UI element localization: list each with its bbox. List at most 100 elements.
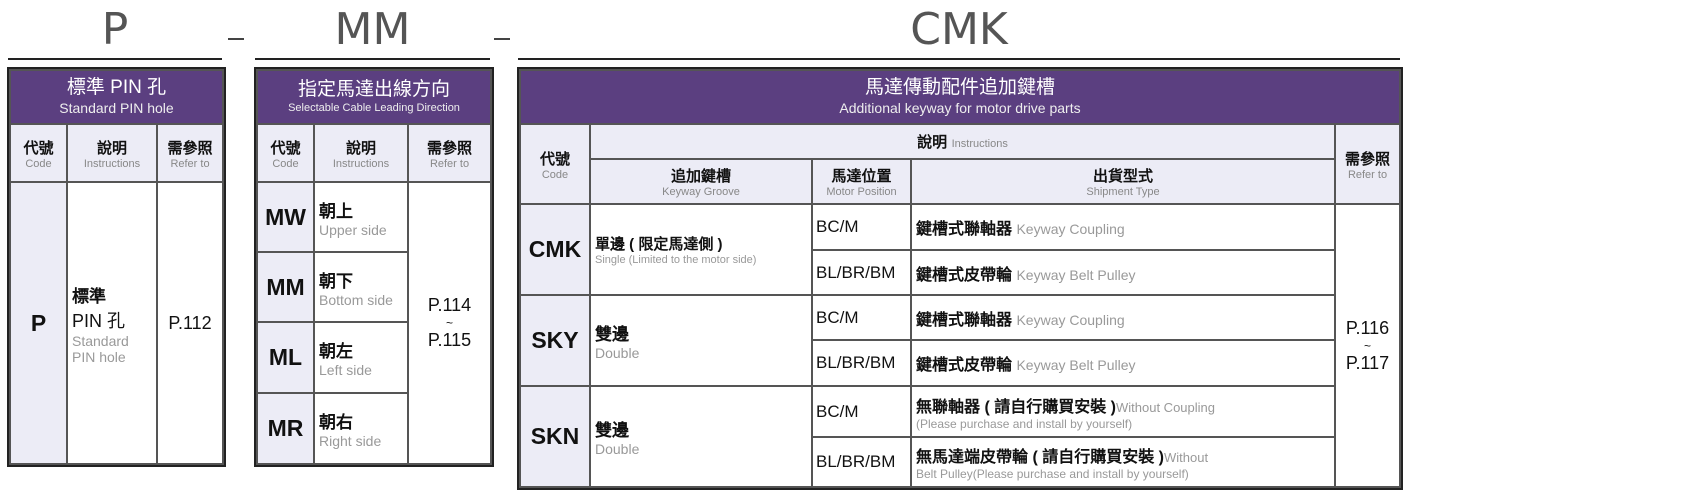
desc-en: Right side (319, 433, 382, 449)
col-zh: 代號 (539, 150, 570, 168)
col-en: Refer to (429, 157, 470, 170)
code-cell: MW (256, 181, 315, 253)
col-refer: 需參照 Refer to (1333, 123, 1402, 205)
title-rule (8, 58, 222, 60)
desc-cell: 雙邊 Double (589, 385, 813, 488)
col-motor-position: 馬達位置 Motor Position (811, 158, 912, 205)
table-row: MW 朝上 Upper side P.114 ~ P.115 (256, 181, 493, 465)
ref-to: P.115 (427, 330, 472, 350)
ship-en-note: Belt Pulley(Please purchase and install … (916, 467, 1189, 481)
ship-zh: 鍵槽式聯軸器 (916, 311, 1013, 329)
shipment-cell: 鍵槽式聯軸器 Keyway Coupling (910, 294, 1336, 341)
col-shipment-type: 出貨型式 Shipment Type (910, 158, 1336, 205)
col-code: 代號 Code (519, 123, 591, 205)
col-en: Motor Position (826, 186, 897, 198)
code-cell: MR (256, 392, 315, 465)
col-instructions: 說明 Instructions (313, 123, 409, 183)
ship-en: Keyway Coupling (1016, 221, 1125, 237)
desc-en: Left side (319, 362, 372, 378)
desc-zh: 雙邊 (595, 421, 629, 440)
table-row: BL/BR/BM 鍵槽式皮帶輪 Keyway Belt Pulley (520, 249, 1400, 296)
section-title-mm: MM (334, 4, 411, 55)
col-code: 代號 Code (9, 123, 68, 183)
table-row: BL/BR/BM 無馬達端皮帶輪 ( 請自行購買安裝 )Without Belt … (520, 436, 1400, 488)
ref-sep: ~ (446, 316, 454, 330)
desc-cell: 朝下 Bottom side (313, 251, 409, 323)
table-header: 指定馬達出線方向 Selectable Cable Leading Direct… (255, 69, 493, 125)
table-cmk: 馬達傳動配件追加鍵槽 Additional keyway for motor d… (516, 67, 1404, 490)
ref-sep: ~ (1364, 338, 1372, 353)
table-row: MR 朝右 Right side (256, 392, 491, 465)
ship-zh: 無聯軸器 ( 請自行購買安裝 ) (916, 398, 1116, 416)
header-en: Standard PIN hole (59, 100, 174, 116)
motor-position-cell: BL/BR/BM (811, 339, 912, 387)
ref-from: P.116 (1345, 317, 1390, 338)
refer-cell: P.114 ~ P.115 (406, 181, 493, 465)
header-zh: 標準 PIN 孔 (66, 77, 167, 99)
separator-dash (228, 38, 244, 40)
table-row: ML 朝左 Left side (256, 321, 491, 394)
desc-en: PIN hole (72, 348, 126, 365)
code-cell: MM (256, 251, 315, 323)
header-en: Additional keyway for motor drive parts (839, 100, 1081, 116)
col-zh: 需參照 (1345, 150, 1391, 168)
separator-dash (494, 38, 510, 40)
ship-en: Keyway Belt Pulley (1016, 357, 1136, 373)
code-cell: ML (256, 321, 315, 394)
desc-cell: 朝上 Upper side (313, 181, 409, 253)
header-zh: 指定馬達出線方向 (298, 79, 451, 100)
code-cell: SKN (519, 385, 591, 488)
section-title-p: P (101, 4, 129, 55)
desc-cell: 朝左 Left side (313, 321, 409, 394)
shipment-cell: 無馬達端皮帶輪 ( 請自行購買安裝 )Without Belt Pulley(Pl… (910, 436, 1336, 488)
ship-en: Without (1164, 450, 1209, 465)
col-zh: 說明 (96, 139, 127, 157)
ship-en: Keyway Coupling (1016, 311, 1125, 328)
col-zh: 追加鍵槽 (670, 168, 731, 185)
ship-zh: 鍵槽式皮帶輪 (916, 357, 1013, 374)
col-en: Code (25, 157, 52, 170)
col-zh: 需參照 (167, 139, 213, 157)
col-keyway-groove: 追加鍵槽 Keyway Groove (589, 158, 813, 205)
ship-zh: 無馬達端皮帶輪 ( 請自行購買安裝 ) (916, 449, 1164, 466)
header-zh: 馬達傳動配件追加鍵槽 (865, 77, 1056, 99)
col-refer: 需參照 Refer to (155, 123, 225, 183)
desc-zh: 朝上 (319, 201, 353, 221)
ship-zh: 鍵槽式皮帶輪 (916, 266, 1013, 284)
desc-en: Double (595, 441, 640, 457)
motor-position-cell: BC/M (811, 385, 912, 438)
code-cell: CMK (519, 203, 591, 296)
table-p: 標準 PIN 孔 Standard PIN hole 代號 Code 說明 Inst… (6, 67, 227, 467)
col-zh: 馬達位置 (831, 168, 892, 185)
motor-position-cell: BC/M (811, 203, 912, 251)
col-zh: 說明 (345, 139, 376, 157)
title-rule (518, 58, 1400, 60)
desc-zh: 雙邊 (595, 325, 629, 344)
desc-en: Double (595, 345, 640, 361)
shipment-cell: 鍵槽式皮帶輪 Keyway Belt Pulley (910, 339, 1336, 387)
shipment-cell: 鍵槽式聯軸器 Keyway Coupling (910, 203, 1336, 251)
col-zh: 代號 (23, 139, 54, 157)
col-zh: 說明 (917, 134, 948, 151)
col-en: Refer to (170, 157, 210, 170)
desc-en: Single (Limited to the motor side) (595, 254, 757, 266)
col-en: Instructions (332, 157, 390, 170)
desc-en: Upper side (319, 221, 387, 238)
desc-cell: 朝右 Right side (313, 392, 409, 465)
motor-position-cell: BL/BR/BM (811, 249, 912, 296)
desc-cell: 標準 PIN 孔 Standard PIN hole (66, 181, 158, 465)
header-en: Selectable Cable Leading Direction (288, 101, 460, 114)
table-row: CMK 單邊 ( 限定馬達側 ) Single (Limited to the m… (519, 203, 1402, 488)
table-row: MM 朝下 Bottom side (256, 251, 491, 323)
desc-cell: 雙邊 Double (589, 294, 813, 387)
col-en: Code (272, 157, 299, 170)
table-row: SKN 雙邊 Double BC/M 無聯軸器 ( 請自行購買安裝 ) Withou… (519, 385, 1400, 488)
desc-en: Standard (72, 332, 129, 349)
col-en: Code (541, 168, 569, 181)
table-header: 馬達傳動配件追加鍵槽 Additional keyway for motor d… (518, 69, 1402, 125)
table-mm: 指定馬達出線方向 Selectable Cable Leading Direct… (253, 67, 495, 467)
col-en: Shipment Type (1086, 186, 1160, 198)
col-instructions: 說明 Instructions (66, 123, 158, 183)
table-header: 標準 PIN 孔 Standard PIN hole (8, 69, 225, 125)
shipment-cell: 鍵槽式皮帶輪 Keyway Belt Pulley (910, 249, 1336, 296)
